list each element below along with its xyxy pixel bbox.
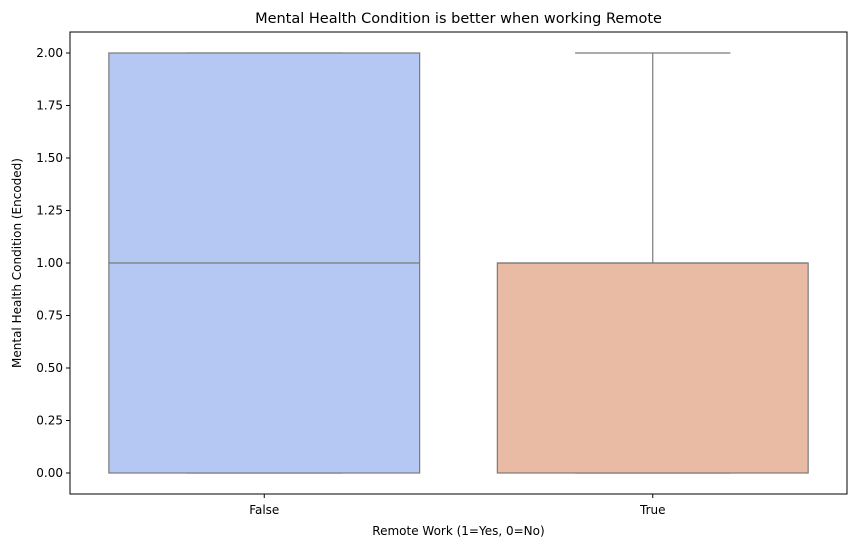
y-tick-label: 0.75 bbox=[36, 309, 63, 323]
x-axis: False True bbox=[249, 494, 666, 517]
chart-title: Mental Health Condition is better when w… bbox=[255, 11, 662, 27]
x-tick-label: True bbox=[639, 503, 666, 517]
box-true bbox=[496, 262, 809, 474]
box-series bbox=[108, 52, 809, 474]
x-axis-label: Remote Work (1=Yes, 0=No) bbox=[372, 524, 544, 538]
x-tick-label: False bbox=[249, 503, 279, 517]
y-axis: 0.00 0.25 0.50 0.75 1.00 1.25 1.50 1.75 2.00 bbox=[36, 46, 70, 480]
y-tick-label: 1.50 bbox=[36, 151, 63, 165]
y-tick-label: 0.50 bbox=[36, 361, 63, 375]
y-tick-label: 0.00 bbox=[36, 466, 63, 480]
y-tick-label: 1.75 bbox=[36, 99, 63, 113]
y-tick-label: 0.25 bbox=[36, 414, 63, 428]
y-tick-label: 2.00 bbox=[36, 46, 63, 60]
y-axis-label: Mental Health Condition (Encoded) bbox=[10, 158, 24, 368]
y-tick-label: 1.00 bbox=[36, 256, 63, 270]
y-tick-label: 1.25 bbox=[36, 204, 63, 218]
